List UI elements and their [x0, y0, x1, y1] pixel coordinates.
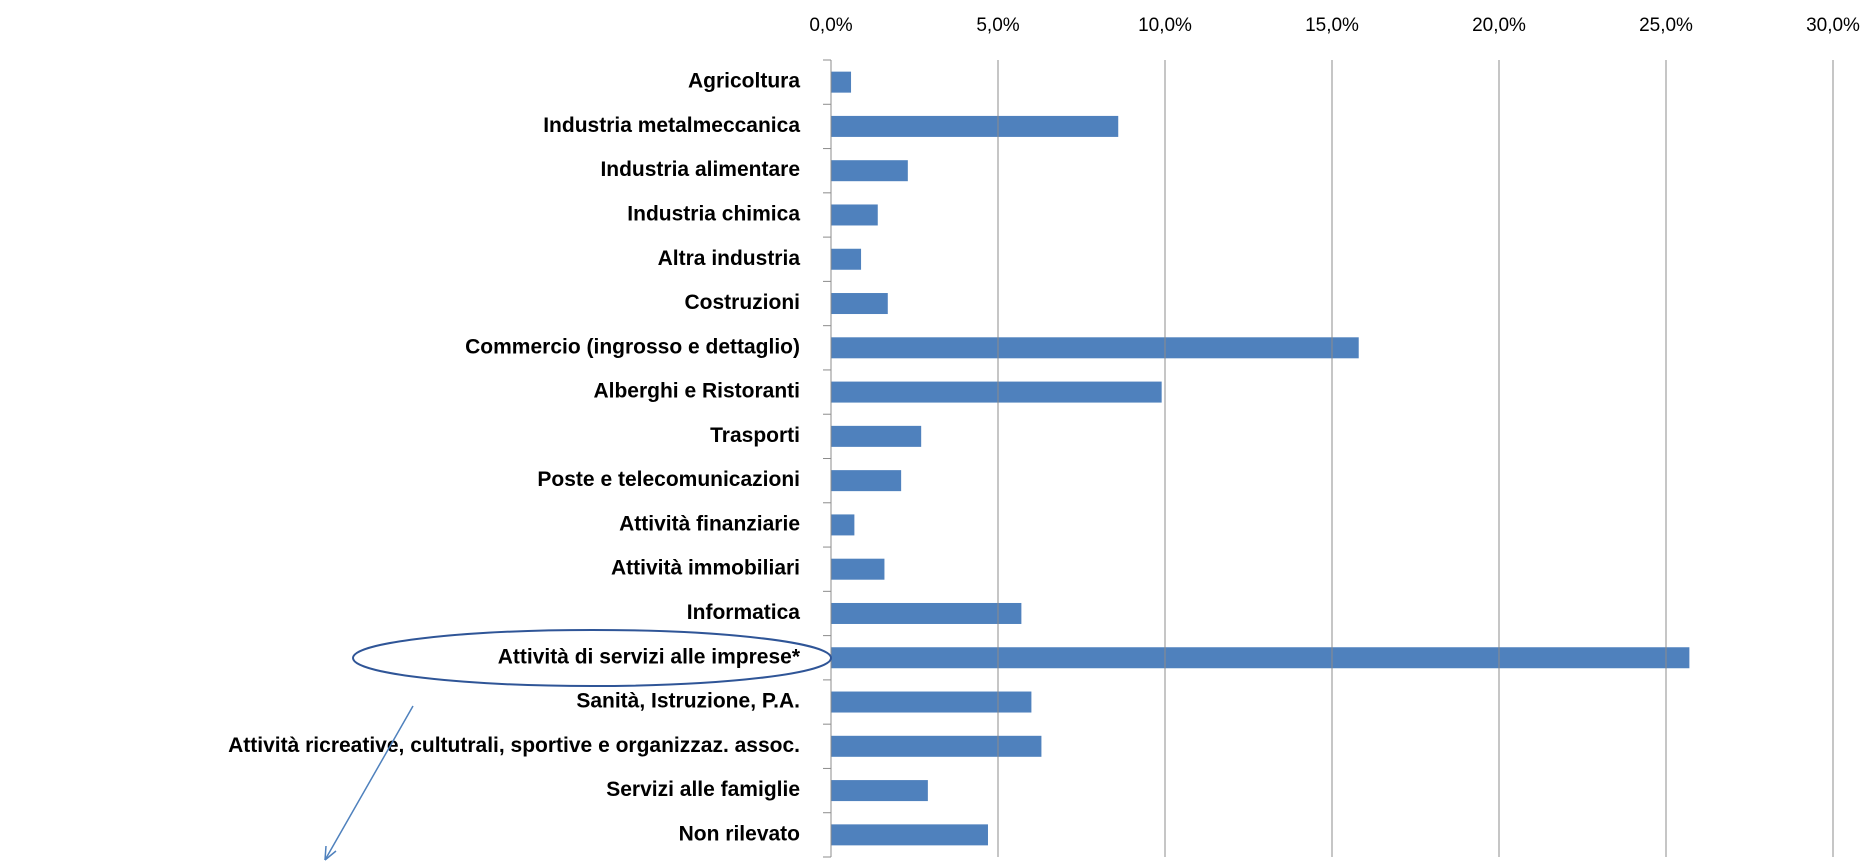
x-tick-label: 15,0% — [1305, 15, 1359, 36]
bar — [831, 160, 908, 182]
y-tick-label: Alberghi e Ristoranti — [593, 380, 800, 403]
y-tick-label: Attività finanziarie — [619, 512, 800, 535]
bar — [831, 470, 902, 492]
bar — [831, 824, 988, 846]
y-tick-label: Altra industria — [658, 247, 801, 270]
y-tick-label: Attività di servizi alle imprese* — [498, 645, 801, 668]
x-tick-label: 5,0% — [976, 15, 1019, 36]
x-tick-label: 25,0% — [1639, 15, 1693, 36]
y-tick-label: Servizi alle famiglie — [606, 778, 800, 801]
x-tick-label: 0,0% — [809, 15, 852, 36]
bar — [831, 691, 1032, 713]
bar — [831, 735, 1042, 757]
bar — [831, 204, 878, 226]
bar — [831, 248, 862, 270]
y-tick-label: Non rilevato — [679, 822, 800, 845]
y-tick-label: Costruzioni — [685, 291, 801, 314]
y-tick-label: Industria chimica — [627, 203, 800, 226]
arrow-head — [324, 845, 337, 861]
y-tick-label: Attività ricreative, cultutrali, sportiv… — [228, 734, 800, 757]
highlight-ellipse — [352, 629, 832, 687]
y-tick-label: Trasporti — [710, 424, 800, 447]
bar — [831, 647, 1690, 669]
bar — [831, 71, 852, 93]
y-tick-label: Poste e telecomunicazioni — [537, 468, 800, 491]
x-tick-label: 10,0% — [1138, 15, 1192, 36]
bar — [831, 337, 1359, 359]
bar — [831, 425, 922, 447]
bar — [831, 558, 885, 580]
y-tick-label: Attività immobiliari — [611, 557, 800, 580]
y-tick-label: Informatica — [687, 601, 801, 624]
bar — [831, 780, 928, 802]
y-tick-label: Industria alimentare — [600, 158, 800, 181]
bar — [831, 293, 888, 315]
x-tick-label: 20,0% — [1472, 15, 1526, 36]
bar — [831, 115, 1119, 137]
bar — [831, 514, 855, 536]
x-tick-label: 30,0% — [1806, 15, 1860, 36]
annotation-arrow — [324, 705, 414, 861]
y-tick-label: Industria metalmeccanica — [543, 114, 800, 137]
y-tick-label: Commercio (ingrosso e dettaglio) — [465, 335, 800, 358]
y-tick-label: Agricoltura — [688, 70, 800, 93]
bar — [831, 381, 1162, 403]
y-tick-label: Sanità, Istruzione, P.A. — [576, 690, 800, 713]
bar — [831, 602, 1022, 624]
